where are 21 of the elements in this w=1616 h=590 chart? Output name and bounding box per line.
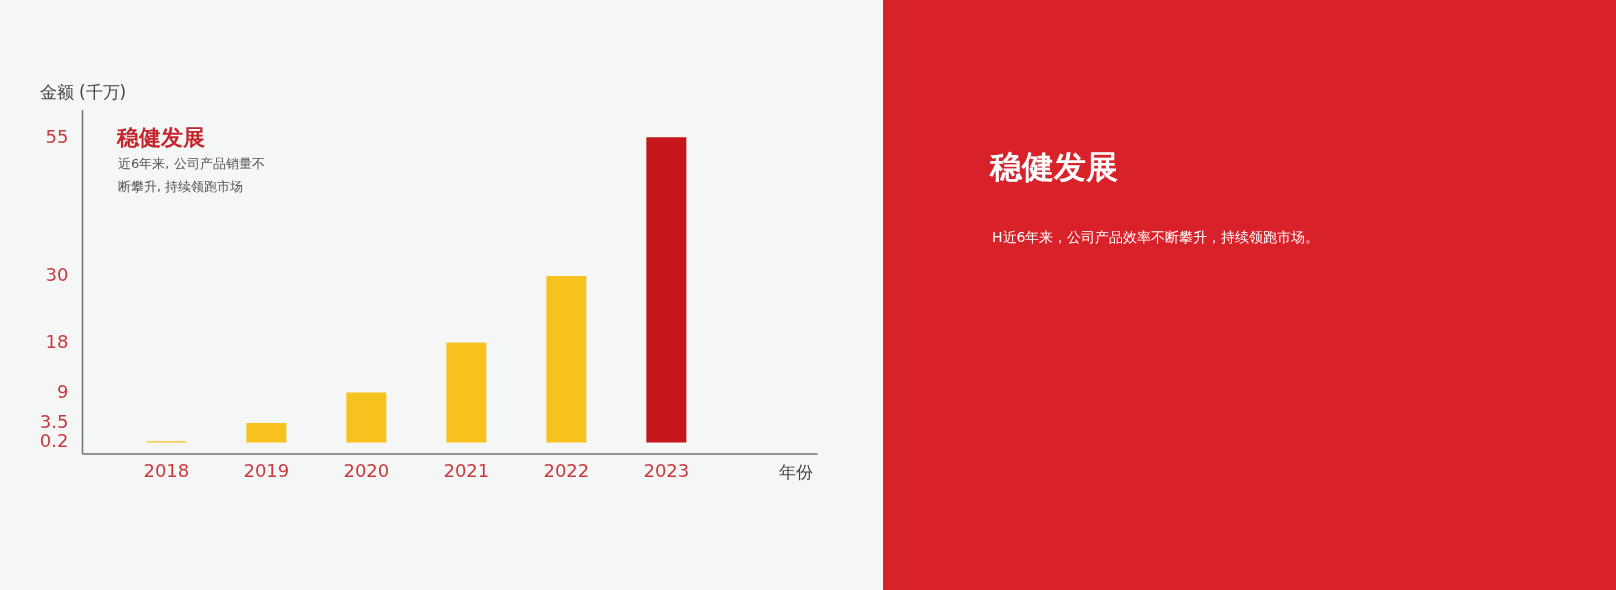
text: 稳健发展 [989,148,1118,186]
text: H近6年来，公司产品效率不断攀升，持续领跑市场。 [992,229,1320,245]
x-tick-label: 2021 [443,460,490,481]
y-tick-label: 9 [57,380,69,402]
y-tick-label: 30 [45,264,69,286]
text: 近6年来, 公司产品销量不断攀升, 持续领跑市场 [118,155,265,194]
text: 稳健发展 [116,124,205,150]
x-tick-label: 2020 [343,460,390,481]
y-tick-label: 18 [45,331,69,353]
x-tick-label: 2023 [643,460,690,481]
x-tick-label: 2022 [543,460,590,481]
bar [346,392,387,443]
bar [546,275,587,443]
y-tick-label: 55 [45,125,69,147]
x-tick-label: 2018 [143,460,190,481]
bar [646,137,687,443]
bar [446,342,487,443]
bar [246,422,287,443]
x-tick-label: 2019 [243,460,290,481]
x-axis-title: 年份 [778,462,813,482]
y-axis-title: 金额 (千万) [39,82,127,102]
